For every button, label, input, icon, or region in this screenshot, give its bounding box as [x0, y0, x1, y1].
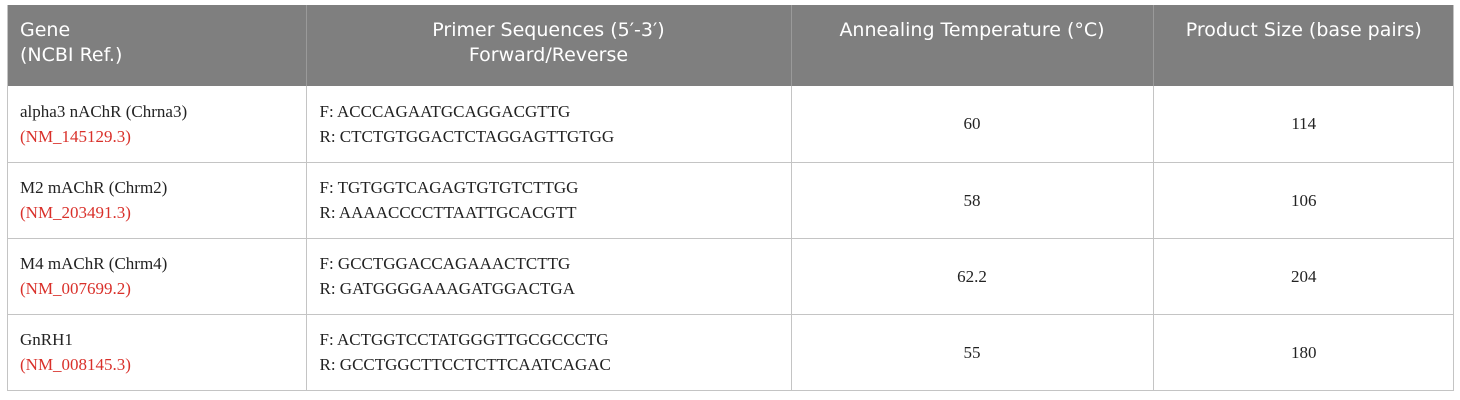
- header-size: Product Size (base pairs): [1153, 5, 1454, 86]
- ncbi-ref: (NM_007699.2): [20, 279, 131, 298]
- header-primer-line1: Primer Sequences (5′-3′): [432, 19, 665, 41]
- header-temp: Annealing Temperature (°C): [791, 5, 1154, 86]
- header-gene: Gene (NCBI Ref.): [7, 5, 307, 86]
- gene-cell: M2 mAChR (Chrm2) (NM_203491.3): [7, 162, 307, 239]
- table-row: M2 mAChR (Chrm2) (NM_203491.3) F: TGTGGT…: [7, 162, 1454, 239]
- table-header-row: Gene (NCBI Ref.) Primer Sequences (5′-3′…: [7, 5, 1454, 86]
- reverse-primer: R: GATGGGGAAAGATGGACTGA: [319, 279, 575, 298]
- primer-cell: F: ACTGGTCCTATGGGTTGCGCCCTG R: GCCTGGCTT…: [306, 314, 792, 391]
- primer-cell: F: ACCCAGAATGCAGGACGTTG R: CTCTGTGGACTCT…: [306, 86, 792, 163]
- header-temp-label: Annealing Temperature (°C): [839, 19, 1105, 41]
- reverse-primer: R: GCCTGGCTTCCTCTTCAATCAGAC: [319, 355, 611, 374]
- reverse-primer: R: CTCTGTGGACTCTAGGAGTTGTGG: [319, 126, 615, 146]
- primer-cell: F: GCCTGGACCAGAAACTCTTG R: GATGGGGAAAGAT…: [306, 238, 792, 315]
- gene-name: M2 mAChR (Chrm2): [20, 178, 168, 197]
- product-size: 106: [1153, 162, 1454, 239]
- header-primer: Primer Sequences (5′-3′) Forward/Reverse: [306, 5, 792, 86]
- ncbi-ref: (NM_008145.3): [20, 355, 131, 374]
- product-size: 114: [1153, 86, 1454, 163]
- table-row: alpha3 nAChR (Chrna3) (NM_145129.3) F: A…: [7, 86, 1454, 163]
- header-gene-line2: (NCBI Ref.): [20, 44, 123, 66]
- annealing-temp: 62.2: [791, 238, 1154, 315]
- gene-name: alpha3 nAChR (Chrna3): [20, 101, 188, 121]
- ncbi-ref: (NM_145129.3): [20, 126, 131, 146]
- table-row: M4 mAChR (Chrm4) (NM_007699.2) F: GCCTGG…: [7, 238, 1454, 315]
- annealing-temp: 58: [791, 162, 1154, 239]
- gene-name: M4 mAChR (Chrm4): [20, 254, 168, 273]
- reverse-primer: R: AAAACCCCTTAATTGCACGTT: [319, 203, 577, 222]
- gene-cell: alpha3 nAChR (Chrna3) (NM_145129.3): [7, 86, 307, 163]
- header-size-label: Product Size (base pairs): [1185, 19, 1422, 41]
- product-size: 204: [1153, 238, 1454, 315]
- primer-cell: F: TGTGGTCAGAGTGTGTCTTGG R: AAAACCCCTTAA…: [306, 162, 792, 239]
- forward-primer: F: GCCTGGACCAGAAACTCTTG: [319, 254, 571, 273]
- annealing-temp: 60: [791, 86, 1154, 163]
- gene-name: GnRH1: [20, 330, 73, 349]
- forward-primer: F: ACTGGTCCTATGGGTTGCGCCCTG: [319, 330, 609, 349]
- table-row: GnRH1 (NM_008145.3) F: ACTGGTCCTATGGGTTG…: [7, 314, 1454, 391]
- product-size: 180: [1153, 314, 1454, 391]
- header-primer-line2: Forward/Reverse: [468, 44, 629, 66]
- primer-table: Gene (NCBI Ref.) Primer Sequences (5′-3′…: [7, 5, 1454, 391]
- ncbi-ref: (NM_203491.3): [20, 203, 131, 222]
- gene-cell: M4 mAChR (Chrm4) (NM_007699.2): [7, 238, 307, 315]
- gene-cell: GnRH1 (NM_008145.3): [7, 314, 307, 391]
- forward-primer: F: ACCCAGAATGCAGGACGTTG: [319, 101, 571, 121]
- forward-primer: F: TGTGGTCAGAGTGTGTCTTGG: [319, 178, 579, 197]
- header-gene-line1: Gene: [20, 19, 71, 41]
- annealing-temp: 55: [791, 314, 1154, 391]
